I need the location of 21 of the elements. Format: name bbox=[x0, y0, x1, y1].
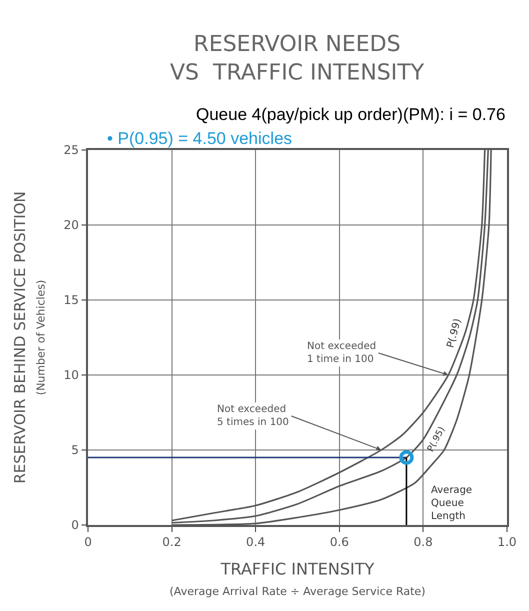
y-tick-label: 25 bbox=[64, 143, 79, 158]
x-axis-title: TRAFFIC INTENSITY (Average Arrival Rate ÷ Average Service Rate) bbox=[170, 559, 426, 598]
annotation: Not exceeded 5 times in 100 bbox=[217, 404, 289, 428]
y-tick-label: 0 bbox=[71, 518, 79, 532]
annotation: Not exceeded 1 time in 100 bbox=[307, 341, 376, 365]
x-tick-label: 1.0 bbox=[497, 535, 517, 550]
x-tick-label: 0.2 bbox=[162, 535, 182, 550]
x-tick-label: 0.6 bbox=[330, 535, 349, 550]
chart-title: RESERVOIR NEEDS VS TRAFFIC INTENSITY bbox=[170, 32, 425, 86]
y-tick-label: 5 bbox=[71, 443, 79, 458]
text: • P(0.95) = 4.50 vehicles bbox=[107, 129, 292, 148]
y-tick-label: 20 bbox=[64, 218, 79, 232]
chart-subtitle: Queue 4(pay/pick up order)(PM): i = 0.76 bbox=[196, 105, 506, 124]
y-tick-label: 10 bbox=[64, 368, 79, 382]
y-axis-title: RESERVOIR BEHIND SERVICE POSITION (Number of Vehicles) bbox=[10, 191, 48, 484]
x-tick-label: 0.8 bbox=[414, 535, 433, 550]
x-tick-label: 0.4 bbox=[246, 535, 266, 550]
series-label: Average Queue Length bbox=[431, 485, 472, 522]
text: P(.99) bbox=[445, 317, 464, 350]
x-tick-label: 0 bbox=[84, 535, 92, 550]
y-tick-label: 15 bbox=[64, 293, 79, 308]
